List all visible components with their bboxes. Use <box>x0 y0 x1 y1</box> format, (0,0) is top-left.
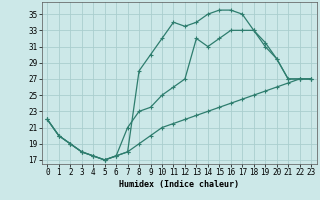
X-axis label: Humidex (Indice chaleur): Humidex (Indice chaleur) <box>119 180 239 189</box>
